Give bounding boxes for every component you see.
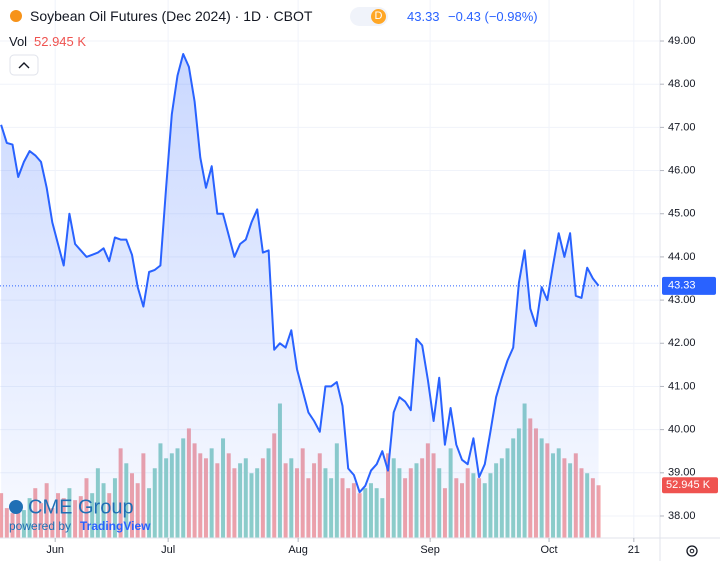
logo-powered: powered by [9, 519, 71, 533]
symbol-icon [10, 10, 22, 22]
volume-tag [662, 477, 718, 494]
y-tick-label: 47.00 [668, 121, 696, 133]
volume-label: Vol [9, 34, 28, 49]
price-change: −0.43 (−0.98%) [448, 9, 538, 24]
last-price: 43.33 [407, 9, 440, 24]
badge-bg: D [350, 7, 388, 26]
volume-value: 52.945 K [34, 34, 87, 49]
area-fill [1, 54, 599, 538]
y-tick-label: 44.00 [668, 251, 696, 263]
y-tick-label: 46.00 [668, 164, 696, 176]
price-line [0, 53, 600, 494]
x-tick-label: Jun [46, 544, 64, 556]
volume-tag-label: 52.945 K [666, 479, 711, 491]
y-tick-label: 38.00 [668, 510, 696, 522]
logo-brand: TradingView [80, 519, 151, 533]
collapse-icon [18, 62, 30, 69]
settings-icon [689, 548, 695, 554]
y-tick-label: 42.00 [668, 337, 696, 349]
logo-name: CME Group [28, 496, 134, 518]
interval-badge: D [371, 9, 386, 24]
x-tick-label: Aug [288, 544, 308, 556]
y-tick-label: 41.00 [668, 380, 696, 392]
settings-icon[interactable] [686, 545, 698, 557]
y-tick-label: 43.00 [668, 294, 696, 306]
y-tick-label: 40.00 [668, 424, 696, 436]
y-tick-label: 45.00 [668, 208, 696, 220]
collapse-button[interactable] [9, 54, 39, 76]
x-tick-label: Jul [161, 544, 175, 556]
last-price-label: 43.33 [668, 280, 696, 292]
last-price-tag [662, 276, 716, 295]
y-tick-label: 48.00 [668, 78, 696, 90]
x-tick-label: Oct [540, 544, 557, 556]
chart-title: Soybean Oil Futures (Dec 2024) · 1D · CB… [30, 8, 313, 24]
x-tick-label: 21 [628, 544, 640, 556]
logo: CME Group powered by TradingView [9, 496, 151, 533]
x-tick-label: Sep [420, 544, 440, 556]
y-tick-label: 39.00 [668, 467, 696, 479]
y-tick-label: 49.00 [668, 35, 696, 47]
